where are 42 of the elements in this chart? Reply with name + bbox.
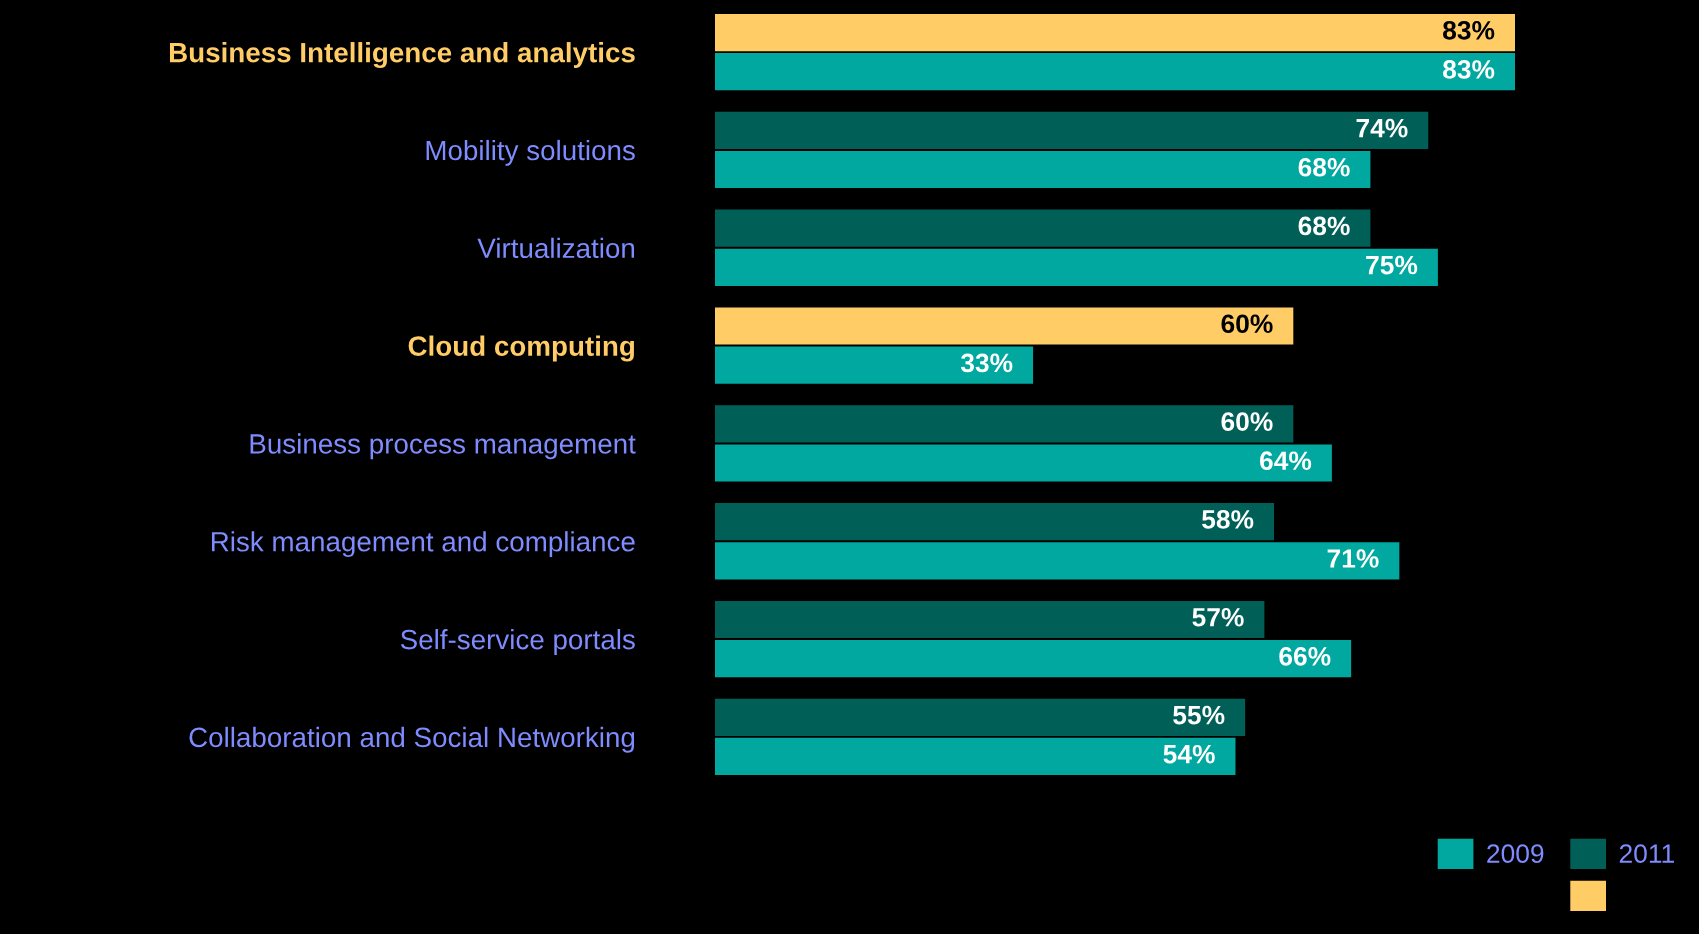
data-label: 74% — [1356, 118, 1408, 138]
y-tick-label: Mobility solutions — [426, 139, 635, 166]
bar — [715, 150, 1371, 189]
bar — [715, 13, 1515, 52]
y-tick-label: Risk management and compliance — [211, 531, 635, 558]
data-label: 75% — [1366, 255, 1418, 275]
bar — [715, 405, 1294, 443]
bar — [715, 346, 1034, 384]
bar — [715, 111, 1429, 149]
y-tick-label: Virtualization — [477, 237, 635, 259]
y-tick-label: Business Intelligence and analytics — [169, 42, 635, 69]
data-label: 66% — [1279, 647, 1331, 666]
y-tick-label: Business process management — [250, 433, 636, 460]
bar — [715, 248, 1438, 286]
data-label: 58% — [1202, 510, 1254, 529]
legend-label: 2011 — [1619, 844, 1674, 864]
y-tick-label: Cloud computing — [408, 335, 634, 362]
bar — [715, 307, 1294, 345]
bar — [715, 640, 1352, 678]
bar — [715, 600, 1265, 639]
data-label: 54% — [1163, 744, 1215, 764]
data-label: 33% — [960, 353, 1013, 373]
data-label: 60% — [1221, 412, 1273, 431]
bar — [715, 698, 1246, 736]
data-label: 83% — [1443, 20, 1495, 40]
data-label: 83% — [1443, 60, 1495, 79]
data-label: 68% — [1298, 216, 1350, 236]
data-label: 57% — [1192, 607, 1244, 627]
y-tick-label: Self-service portals — [400, 628, 635, 655]
data-label: 55% — [1173, 705, 1225, 725]
legend-label: 2009 — [1487, 844, 1544, 864]
data-label: 68% — [1298, 157, 1350, 177]
y-tick-label: Collaboration and Social Networking — [189, 726, 635, 753]
bar — [715, 503, 1275, 541]
data-label: 60% — [1221, 314, 1273, 334]
bar — [715, 737, 1236, 776]
data-label: 64% — [1260, 451, 1312, 471]
bar — [715, 444, 1332, 482]
bar — [715, 542, 1400, 580]
data-label: 71% — [1327, 549, 1379, 568]
bar — [715, 209, 1371, 247]
bar — [715, 53, 1515, 91]
